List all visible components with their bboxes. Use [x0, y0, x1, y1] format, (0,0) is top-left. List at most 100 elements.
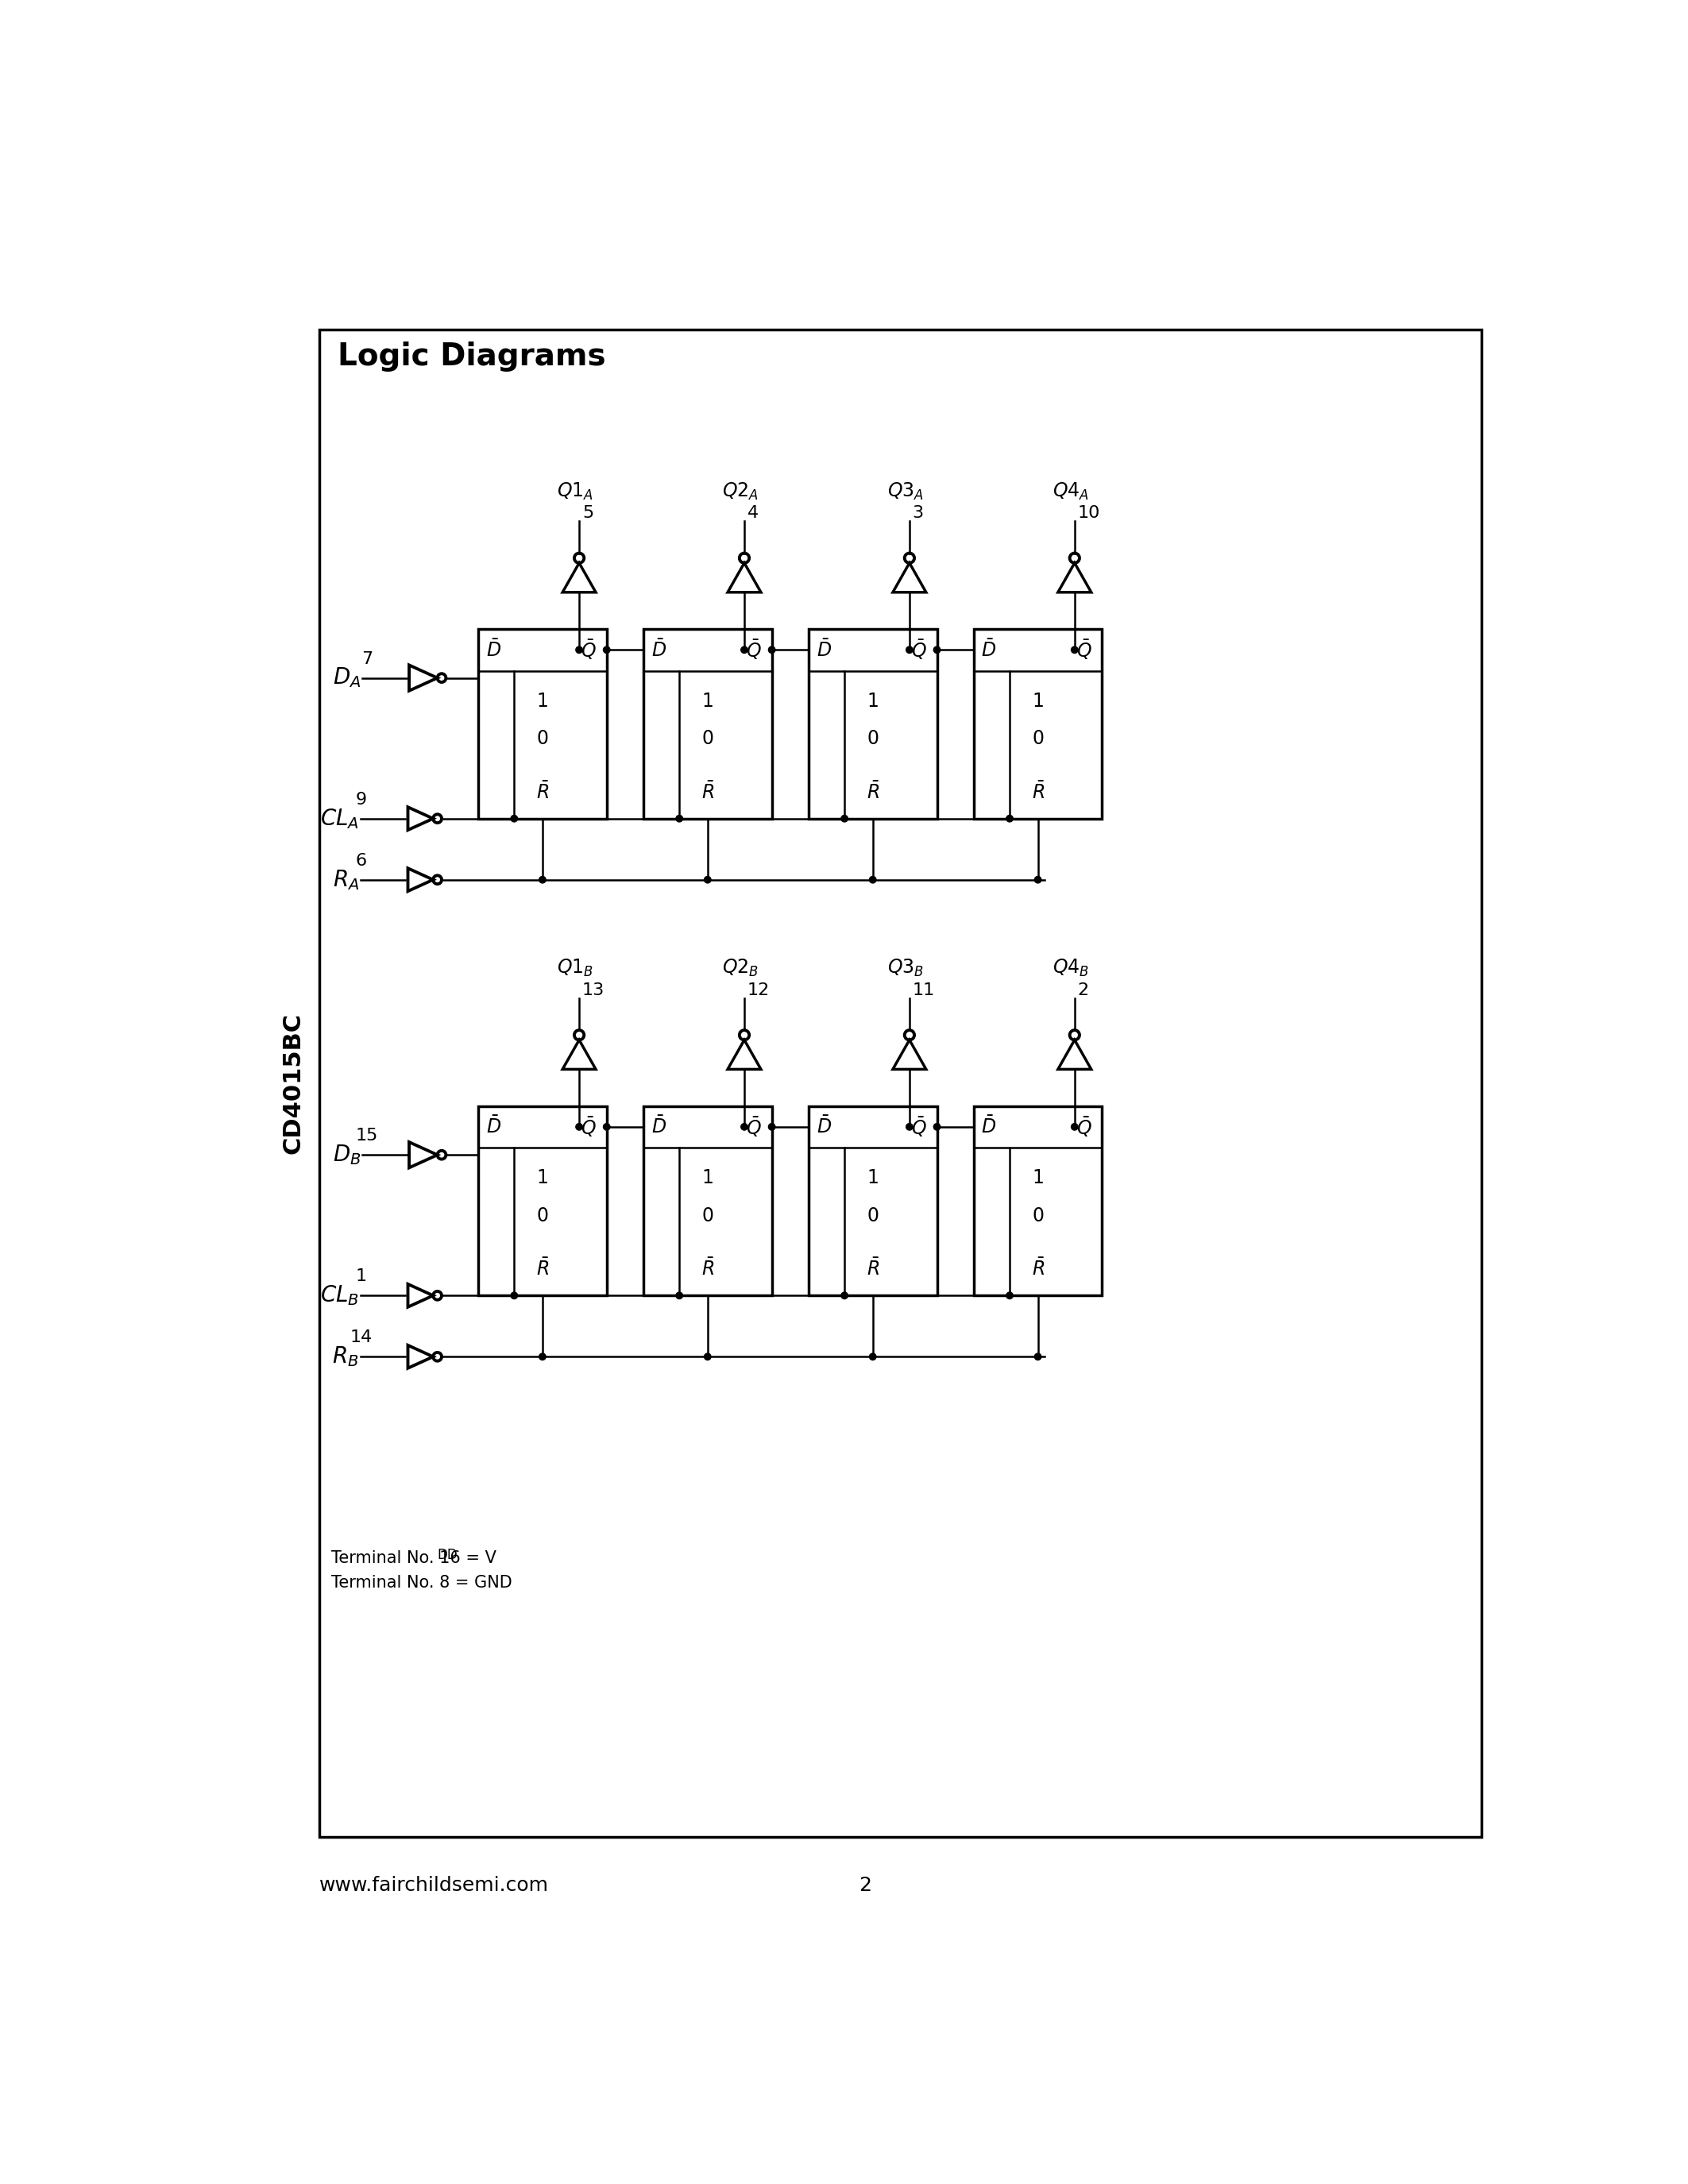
Circle shape [538, 876, 545, 882]
Bar [478, 1105, 606, 1295]
Text: Logic Diagrams: Logic Diagrams [338, 341, 606, 371]
Circle shape [1072, 1123, 1079, 1129]
Circle shape [841, 815, 847, 821]
Circle shape [906, 1123, 913, 1129]
Text: 0: 0 [537, 1206, 549, 1225]
Text: $\bar{D}$: $\bar{D}$ [981, 640, 996, 660]
Text: $\bar{D}$: $\bar{D}$ [652, 1116, 667, 1138]
Text: $\bar{R}$: $\bar{R}$ [537, 1258, 549, 1280]
Bar [974, 629, 1102, 819]
Text: $Q4_A$: $Q4_A$ [1053, 480, 1089, 502]
Text: $\bar{R}$: $\bar{R}$ [1031, 1258, 1045, 1280]
Text: $\bar{Q}$: $\bar{Q}$ [746, 1116, 761, 1138]
Text: $Q4_B$: $Q4_B$ [1053, 959, 1089, 978]
Text: $\bar{Q}$: $\bar{Q}$ [746, 638, 761, 662]
Text: 0: 0 [1031, 1206, 1043, 1225]
Text: Terminal No. 16 = V: Terminal No. 16 = V [331, 1551, 496, 1566]
Text: $\bar{Q}$: $\bar{Q}$ [912, 638, 927, 662]
Bar [643, 1105, 771, 1295]
Text: $Q1_B$: $Q1_B$ [557, 959, 594, 978]
Circle shape [576, 1123, 582, 1129]
Text: Terminal No. 8 = GND: Terminal No. 8 = GND [331, 1575, 513, 1590]
Bar [319, 330, 1482, 1837]
Circle shape [1035, 1354, 1041, 1361]
Text: 14: 14 [349, 1330, 371, 1345]
Text: 0: 0 [868, 729, 879, 749]
Text: 2: 2 [859, 1876, 871, 1896]
Text: 1: 1 [537, 692, 549, 710]
Text: $D_B$: $D_B$ [333, 1142, 361, 1166]
Circle shape [538, 1354, 545, 1361]
Text: 0: 0 [868, 1206, 879, 1225]
Text: $R_A$: $R_A$ [333, 867, 360, 891]
Text: $\bar{R}$: $\bar{R}$ [866, 782, 879, 804]
Text: 1: 1 [537, 1168, 549, 1188]
Text: $D_A$: $D_A$ [333, 666, 361, 690]
Text: 2: 2 [1077, 983, 1089, 998]
Text: $CL_B$: $CL_B$ [321, 1284, 360, 1308]
Text: 1: 1 [354, 1269, 366, 1284]
Bar [974, 1105, 1102, 1295]
Text: 1: 1 [1031, 1168, 1043, 1188]
Text: $Q1_A$: $Q1_A$ [557, 480, 594, 502]
Text: DD: DD [437, 1548, 457, 1562]
Text: 0: 0 [1031, 729, 1043, 749]
Text: $Q3_B$: $Q3_B$ [888, 959, 923, 978]
Text: $Q2_B$: $Q2_B$ [722, 959, 760, 978]
Circle shape [933, 1123, 940, 1129]
Text: 4: 4 [748, 505, 758, 522]
Text: $\bar{Q}$: $\bar{Q}$ [1075, 638, 1092, 662]
Text: www.fairchildsemi.com: www.fairchildsemi.com [319, 1876, 549, 1896]
Text: 15: 15 [356, 1127, 378, 1144]
Text: $\bar{D}$: $\bar{D}$ [486, 1116, 501, 1138]
Text: $\bar{R}$: $\bar{R}$ [537, 782, 549, 804]
Text: 11: 11 [913, 983, 935, 998]
Circle shape [869, 876, 876, 882]
Text: 1: 1 [702, 1168, 714, 1188]
Circle shape [1006, 1293, 1013, 1299]
Text: 1: 1 [702, 692, 714, 710]
Text: $\bar{D}$: $\bar{D}$ [652, 640, 667, 660]
Circle shape [511, 1293, 518, 1299]
Circle shape [603, 646, 609, 653]
Text: 1: 1 [868, 692, 879, 710]
Circle shape [1072, 646, 1079, 653]
Text: 13: 13 [582, 983, 604, 998]
Circle shape [1035, 876, 1041, 882]
Text: 3: 3 [913, 505, 923, 522]
Text: 1: 1 [868, 1168, 879, 1188]
Circle shape [576, 646, 582, 653]
Text: 0: 0 [702, 1206, 714, 1225]
Bar [809, 629, 937, 819]
Circle shape [841, 1293, 847, 1299]
Bar [643, 629, 771, 819]
Circle shape [768, 646, 775, 653]
Text: $\bar{R}$: $\bar{R}$ [866, 1258, 879, 1280]
Text: 0: 0 [537, 729, 549, 749]
Circle shape [741, 646, 748, 653]
Text: $\bar{R}$: $\bar{R}$ [701, 1258, 714, 1280]
Text: $\bar{Q}$: $\bar{Q}$ [912, 1116, 927, 1138]
Circle shape [704, 1354, 711, 1361]
Text: 1: 1 [1031, 692, 1043, 710]
Text: 5: 5 [582, 505, 594, 522]
Text: $\bar{R}$: $\bar{R}$ [701, 782, 714, 804]
Text: $\bar{R}$: $\bar{R}$ [1031, 782, 1045, 804]
Text: $\bar{Q}$: $\bar{Q}$ [1075, 1116, 1092, 1138]
Bar [809, 1105, 937, 1295]
Text: $CL_A$: $CL_A$ [321, 806, 360, 830]
Circle shape [869, 1354, 876, 1361]
Text: $\bar{D}$: $\bar{D}$ [486, 640, 501, 660]
Text: $\bar{Q}$: $\bar{Q}$ [581, 638, 596, 662]
Text: $R_B$: $R_B$ [333, 1345, 360, 1369]
Bar [478, 629, 606, 819]
Text: $Q2_A$: $Q2_A$ [722, 480, 760, 502]
Text: 0: 0 [702, 729, 714, 749]
Text: CD4015BC: CD4015BC [282, 1013, 306, 1153]
Circle shape [675, 1293, 682, 1299]
Circle shape [933, 646, 940, 653]
Text: $\bar{Q}$: $\bar{Q}$ [581, 1116, 596, 1138]
Circle shape [675, 815, 682, 821]
Circle shape [906, 646, 913, 653]
Text: 6: 6 [354, 852, 366, 869]
